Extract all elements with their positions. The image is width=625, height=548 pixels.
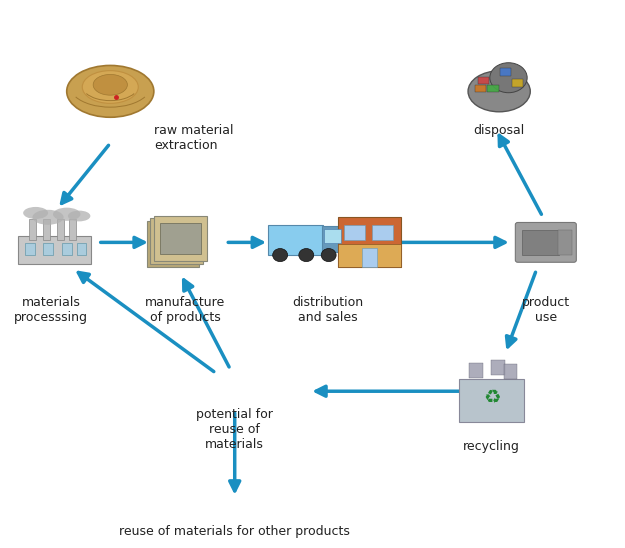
Ellipse shape <box>93 75 128 95</box>
FancyBboxPatch shape <box>372 225 393 241</box>
FancyBboxPatch shape <box>322 226 344 252</box>
Circle shape <box>299 249 314 261</box>
FancyBboxPatch shape <box>362 248 377 267</box>
Ellipse shape <box>23 207 48 219</box>
FancyBboxPatch shape <box>512 79 523 87</box>
FancyBboxPatch shape <box>25 243 35 255</box>
Ellipse shape <box>468 71 530 112</box>
Text: materials
processsing: materials processsing <box>14 296 88 324</box>
FancyBboxPatch shape <box>475 85 486 93</box>
Ellipse shape <box>53 208 81 221</box>
Ellipse shape <box>68 210 91 221</box>
FancyBboxPatch shape <box>160 222 201 254</box>
FancyBboxPatch shape <box>504 364 518 379</box>
Ellipse shape <box>82 71 138 104</box>
FancyBboxPatch shape <box>58 219 64 239</box>
Ellipse shape <box>32 210 64 225</box>
FancyBboxPatch shape <box>43 243 53 255</box>
FancyBboxPatch shape <box>516 222 576 262</box>
FancyBboxPatch shape <box>459 379 524 422</box>
Text: ♻: ♻ <box>483 389 501 407</box>
FancyBboxPatch shape <box>29 219 36 239</box>
FancyBboxPatch shape <box>478 77 489 84</box>
FancyBboxPatch shape <box>469 363 483 378</box>
FancyBboxPatch shape <box>18 236 91 264</box>
Circle shape <box>321 249 336 261</box>
FancyBboxPatch shape <box>268 225 323 255</box>
FancyBboxPatch shape <box>156 225 198 257</box>
FancyBboxPatch shape <box>152 228 194 260</box>
Text: recycling: recycling <box>463 440 520 453</box>
Text: product
use: product use <box>522 296 570 324</box>
Ellipse shape <box>490 62 527 93</box>
FancyBboxPatch shape <box>488 85 499 93</box>
FancyBboxPatch shape <box>500 68 511 76</box>
Ellipse shape <box>67 65 154 117</box>
Text: raw material
extraction: raw material extraction <box>154 124 233 152</box>
FancyBboxPatch shape <box>76 243 86 255</box>
Text: manufacture
of products: manufacture of products <box>145 296 225 324</box>
Circle shape <box>272 249 288 261</box>
FancyBboxPatch shape <box>324 229 341 243</box>
FancyBboxPatch shape <box>154 216 207 261</box>
Text: disposal: disposal <box>474 124 525 137</box>
FancyBboxPatch shape <box>338 244 401 267</box>
Text: potential for
reuse of
materials: potential for reuse of materials <box>196 408 273 450</box>
FancyBboxPatch shape <box>147 221 199 267</box>
FancyBboxPatch shape <box>491 361 505 375</box>
FancyBboxPatch shape <box>338 218 401 267</box>
FancyBboxPatch shape <box>69 219 76 239</box>
FancyBboxPatch shape <box>558 230 572 255</box>
FancyBboxPatch shape <box>344 225 366 241</box>
FancyBboxPatch shape <box>43 219 50 239</box>
Text: reuse of materials for other products: reuse of materials for other products <box>119 525 350 538</box>
Text: distribution
and sales: distribution and sales <box>292 296 364 324</box>
FancyBboxPatch shape <box>151 219 203 264</box>
FancyBboxPatch shape <box>62 243 72 255</box>
FancyBboxPatch shape <box>522 230 559 255</box>
